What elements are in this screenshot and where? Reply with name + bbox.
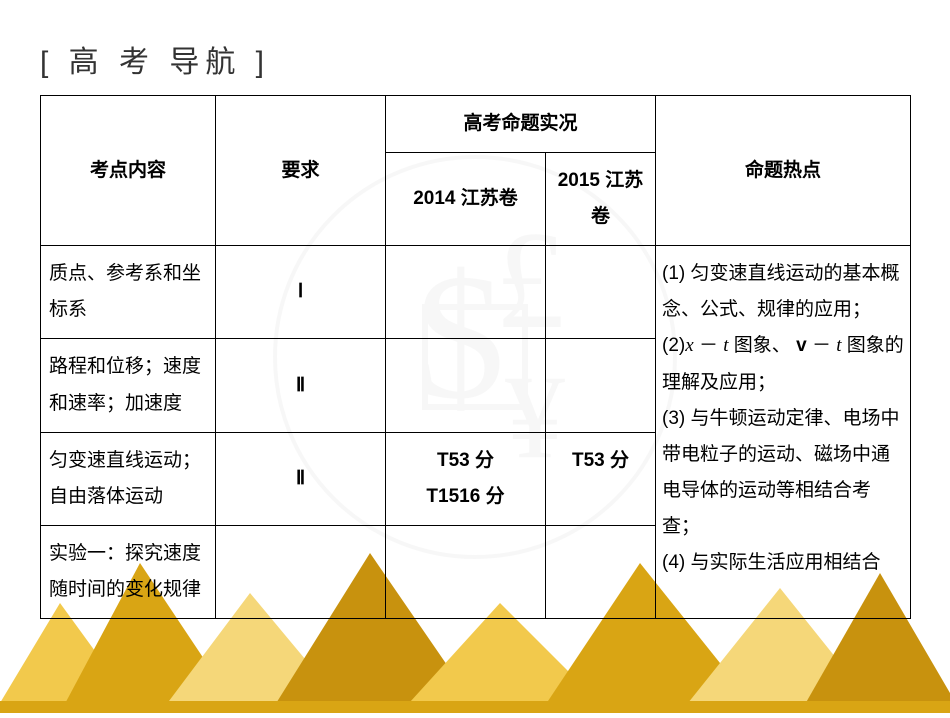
- table-header-row: 考点内容 要求 高考命题实况 命题热点: [41, 96, 911, 153]
- page-title: [ 高 考 导航 ]: [40, 40, 910, 85]
- hot-sep-2: －: [812, 335, 836, 356]
- th-hot: 命题热点: [656, 96, 911, 246]
- cell-topic: 路程和位移；速度和速率；加速度: [41, 339, 216, 432]
- cell-2015: [546, 339, 656, 432]
- cell-2015: [546, 246, 656, 339]
- th-2014: 2014 江苏卷: [386, 153, 546, 246]
- cell-hotspot: (1) 匀变速直线运动的基本概念、公式、规律的应用； (2)x － t 图象、 …: [656, 246, 911, 619]
- cell-2014: [386, 525, 546, 618]
- hot-line-4: (4) 与实际生活应用相结合: [662, 552, 881, 573]
- cell-2015: [546, 525, 656, 618]
- cell-req: Ⅱ: [216, 432, 386, 525]
- hot-text-1: 图象、: [729, 335, 791, 356]
- cell-2014-line1: T53 分: [437, 450, 494, 471]
- cell-2015: T53 分: [546, 432, 656, 525]
- th-req: 要求: [216, 96, 386, 246]
- table-row: 质点、参考系和坐标系 Ⅰ (1) 匀变速直线运动的基本概念、公式、规律的应用； …: [41, 246, 911, 339]
- cell-2014: [386, 339, 546, 432]
- cell-req: [216, 525, 386, 618]
- hot-line-2a: (2): [662, 335, 685, 356]
- cell-2014: T53 分 T1516 分: [386, 432, 546, 525]
- hot-line-3: (3) 与牛顿运动定律、电场中带电粒子的运动、磁场中通电导体的运动等相结合考查；: [662, 408, 900, 537]
- th-exam-group: 高考命题实况: [386, 96, 656, 153]
- hot-sep-1: －: [694, 335, 724, 356]
- cell-topic: 实验一：探究速度随时间的变化规律: [41, 525, 216, 618]
- th-2015: 2015 江苏卷: [546, 153, 656, 246]
- cell-2014-line2: T1516 分: [426, 486, 504, 507]
- hot-var-x: x: [685, 335, 693, 356]
- th-topic: 考点内容: [41, 96, 216, 246]
- cell-req: Ⅱ: [216, 339, 386, 432]
- exam-table: 考点内容 要求 高考命题实况 命题热点 2014 江苏卷 2015 江苏卷 质点…: [40, 95, 911, 619]
- hot-var-v: v: [791, 335, 812, 356]
- cell-topic: 匀变速直线运动；自由落体运动: [41, 432, 216, 525]
- cell-topic: 质点、参考系和坐标系: [41, 246, 216, 339]
- cell-req: Ⅰ: [216, 246, 386, 339]
- hot-line-1: (1) 匀变速直线运动的基本概念、公式、规律的应用；: [662, 263, 900, 320]
- cell-2014: [386, 246, 546, 339]
